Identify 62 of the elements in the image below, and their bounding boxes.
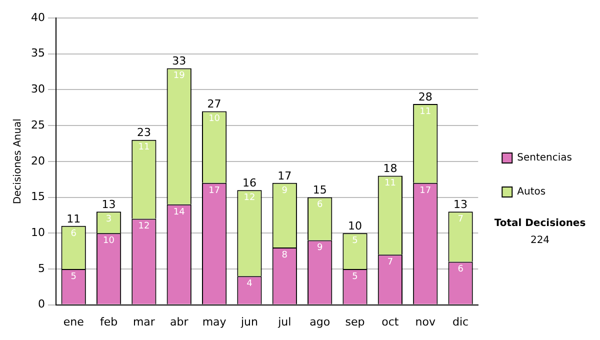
data-label: 10 xyxy=(208,114,220,124)
y-tick-label: 25 xyxy=(30,118,45,132)
total-label: 27 xyxy=(207,98,222,111)
data-label: 6 xyxy=(458,264,464,275)
y-tick-label: 10 xyxy=(30,226,45,239)
data-label: 9 xyxy=(282,186,288,196)
data-label: 5 xyxy=(352,272,358,282)
data-label: 11 xyxy=(420,106,432,117)
text: Total Decisiones xyxy=(493,218,587,229)
x-tick-label: sep xyxy=(345,315,365,328)
legend-label: Sentencias xyxy=(517,152,572,164)
total-label: 16 xyxy=(242,176,256,190)
data-label: 5 xyxy=(70,272,76,282)
data-label: 17 xyxy=(420,186,432,196)
total-label: 28 xyxy=(418,90,432,104)
x-tick-label: nov xyxy=(415,315,436,328)
data-label: 17 xyxy=(208,186,220,196)
y-tick-label: 40 xyxy=(30,10,45,24)
total-label: 17 xyxy=(278,169,292,182)
y-tick-label: 15 xyxy=(30,190,45,204)
x-tick-label: mar xyxy=(132,315,156,328)
data-label: 6 xyxy=(70,228,77,239)
x-tick-label: jun xyxy=(240,315,258,328)
x-tick-label: jul xyxy=(277,315,292,328)
data-label: 5 xyxy=(352,236,358,246)
data-label: 10 xyxy=(103,236,115,246)
total-label: 15 xyxy=(312,184,327,197)
x-tick-label: dic xyxy=(452,315,469,328)
data-label: 4 xyxy=(246,278,253,289)
total-label: 33 xyxy=(172,54,186,68)
legend-label: Autos xyxy=(517,186,546,198)
y-tick-label: 35 xyxy=(30,46,45,60)
data-label: 6 xyxy=(316,200,323,210)
data-label: 12 xyxy=(138,222,150,232)
total-label: 13 xyxy=(102,198,116,211)
x-tick-label: may xyxy=(202,315,227,328)
total-label: 23 xyxy=(136,126,151,140)
data-label: 3 xyxy=(106,214,112,224)
data-label: 14 xyxy=(173,207,186,218)
y-tick-label: 20 xyxy=(30,154,45,168)
data-label: 7 xyxy=(387,257,394,268)
y-tick-label: 30 xyxy=(30,82,45,96)
data-label: 8 xyxy=(282,250,288,260)
y-tick-label: 0 xyxy=(38,298,45,311)
total-label: 10 xyxy=(348,219,362,232)
total-label: 11 xyxy=(66,212,81,226)
x-tick-label: feb xyxy=(100,315,118,328)
y-tick-label: 5 xyxy=(38,262,45,275)
x-tick-label: abr xyxy=(170,315,189,328)
data-label: 11 xyxy=(138,142,150,153)
data-label: 11 xyxy=(384,178,396,189)
total-label: 18 xyxy=(383,162,398,176)
data-label: 19 xyxy=(173,71,186,82)
y-axis-title: Decisiones Anual xyxy=(12,118,24,204)
x-tick-label: ago xyxy=(310,315,330,328)
data-label: 9 xyxy=(316,243,323,254)
total-label: 13 xyxy=(454,198,468,211)
x-tick-label: ene xyxy=(63,315,84,328)
data-label: 7 xyxy=(458,214,464,224)
x-tick-label: oct xyxy=(382,315,400,328)
data-label: 12 xyxy=(244,192,256,203)
text: 224 xyxy=(529,235,551,246)
